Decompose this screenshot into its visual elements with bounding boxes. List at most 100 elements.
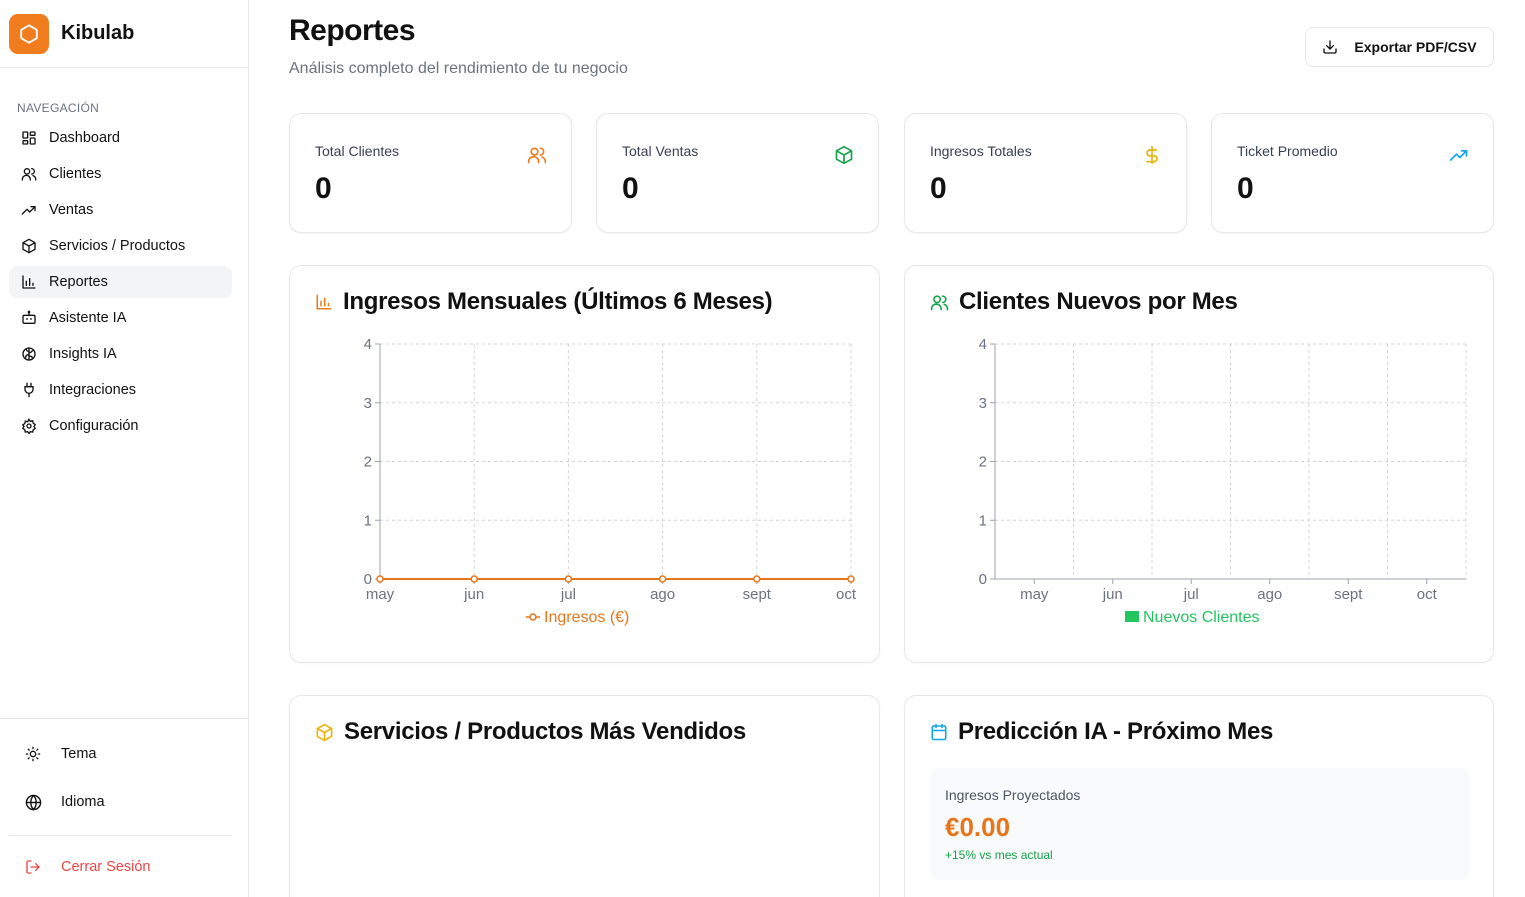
projected-revenue-value: €0.00 (945, 812, 1011, 842)
projected-revenue-note: +15% vs mes actual (945, 848, 1053, 862)
sun-icon (24, 745, 42, 763)
sidebar-item-configuracion[interactable]: Configuración (9, 410, 232, 442)
data-point (564, 575, 573, 583)
card-title: Servicios / Productos Más Vendidos (315, 718, 746, 746)
x-tick-label: ago (650, 586, 675, 603)
stat-value: 0 (622, 172, 639, 205)
users-icon (21, 166, 37, 182)
card-title: Clientes Nuevos por Mes (930, 288, 1238, 316)
trending-up-icon (21, 202, 37, 218)
x-tick-label: oct (1417, 586, 1438, 603)
export-label: Exportar PDF/CSV (1354, 39, 1477, 55)
y-tick-label: 1 (364, 512, 372, 529)
y-tick-label: 3 (364, 395, 372, 412)
calendar-icon (930, 723, 948, 741)
card-title: Ingresos Mensuales (Últimos 6 Meses) (315, 288, 773, 316)
stat-value: 0 (1237, 172, 1254, 205)
x-tick-label: ago (1257, 586, 1282, 603)
bot-icon (21, 310, 37, 326)
top-products-card: Servicios / Productos Más Vendidos (289, 695, 880, 897)
stat-card-total-ventas: Total Ventas 0 (596, 113, 879, 233)
x-tick-label: sept (1334, 586, 1363, 603)
data-point (658, 575, 667, 583)
data-point (753, 575, 761, 583)
brand[interactable]: Kibulab (0, 0, 248, 68)
x-tick-label: sept (743, 586, 772, 603)
legend-label: Ingresos (€) (544, 609, 629, 626)
download-icon (1322, 39, 1338, 55)
dollar-icon (1142, 145, 1162, 165)
stat-label: Ticket Promedio (1237, 143, 1338, 159)
x-tick-label: jul (1183, 586, 1199, 603)
projected-revenue-box: Ingresos Proyectados €0.00 +15% vs mes a… (930, 768, 1470, 880)
export-button[interactable]: Exportar PDF/CSV (1305, 27, 1494, 67)
prediction-card: Predicción IA - Próximo Mes Ingresos Pro… (904, 695, 1494, 897)
sidebar-item-label: Configuración (49, 418, 139, 434)
clients-chart-card: Clientes Nuevos por Mes 0 1 2 3 4 may jun jul ag… (904, 265, 1494, 663)
sidebar-item-asistente-ia[interactable]: Asistente IA (9, 302, 232, 334)
x-tick-label: oct (836, 586, 857, 603)
gear-icon (21, 418, 37, 434)
data-point (470, 575, 478, 583)
package-icon (315, 723, 334, 742)
x-tick-label: may (1020, 586, 1049, 603)
logout-button[interactable]: Cerrar Sesión (24, 858, 150, 876)
legend-label: Nuevos Clientes (1143, 609, 1260, 626)
data-point (847, 575, 855, 583)
language-selector[interactable]: Idioma (24, 793, 105, 811)
y-tick-label: 4 (979, 336, 987, 353)
y-tick-label: 2 (364, 454, 372, 471)
logout-label: Cerrar Sesión (61, 859, 151, 875)
brand-name: Kibulab (61, 22, 135, 44)
sidebar: Kibulab NAVEGACIÓN Dashboard Clientes Ve… (0, 0, 249, 897)
sidebar-footer (0, 718, 248, 719)
theme-label: Tema (61, 746, 97, 762)
sidebar-item-integraciones[interactable]: Integraciones (9, 374, 232, 406)
revenue-chart-card: Ingresos Mensuales (Últimos 6 Meses) 0 1 2… (289, 265, 880, 663)
stat-label: Ingresos Totales (930, 143, 1032, 159)
stat-card-total-clientes: Total Clientes 0 (289, 113, 572, 233)
page-title: Reportes (289, 14, 416, 47)
users-icon (930, 293, 949, 312)
projected-revenue-label: Ingresos Proyectados (945, 787, 1081, 803)
revenue-chart-title: Ingresos Mensuales (Últimos 6 Meses) (343, 288, 773, 315)
y-tick-label: 1 (979, 512, 987, 529)
revenue-line-chart: 0 1 2 3 4 may jun jul ago sept oct Ingresos (€) (364, 336, 857, 626)
package-icon (21, 238, 37, 254)
sidebar-item-dashboard[interactable]: Dashboard (9, 122, 232, 154)
card-title: Predicción IA - Próximo Mes (930, 718, 1273, 746)
sidebar-item-clientes[interactable]: Clientes (9, 158, 232, 190)
x-tick-label: jul (560, 586, 576, 603)
sidebar-item-servicios-productos[interactable]: Servicios / Productos (9, 230, 232, 262)
users-icon (527, 145, 547, 165)
y-tick-label: 0 (979, 571, 987, 588)
sidebar-item-label: Dashboard (49, 130, 120, 146)
sidebar-nav: Dashboard Clientes Ventas Servicios / Pr… (9, 122, 232, 446)
sidebar-item-insights-ia[interactable]: Insights IA (9, 338, 232, 370)
sidebar-item-label: Insights IA (49, 346, 117, 362)
sidebar-item-label: Asistente IA (49, 310, 127, 326)
sidebar-item-reportes[interactable]: Reportes (9, 266, 232, 298)
x-tick-label: may (366, 586, 395, 603)
page-subtitle: Análisis completo del rendimiento de tu … (289, 60, 628, 77)
bar-chart-icon (21, 274, 37, 290)
nav-heading: NAVEGACIÓN (17, 101, 100, 115)
prediction-title: Predicción IA - Próximo Mes (958, 718, 1274, 745)
x-tick-label: jun (1102, 586, 1123, 603)
y-tick-label: 3 (979, 395, 987, 412)
hexagon-logo-icon (9, 13, 49, 54)
sidebar-item-ventas[interactable]: Ventas (9, 194, 232, 226)
y-tick-label: 4 (364, 336, 372, 353)
stat-card-ticket-promedio: Ticket Promedio 0 (1211, 113, 1494, 233)
stat-value: 0 (930, 172, 947, 205)
bar-chart-icon (315, 293, 333, 311)
stat-value: 0 (315, 172, 332, 205)
top-products-title: Servicios / Productos Más Vendidos (344, 718, 746, 745)
sidebar-item-label: Integraciones (49, 382, 137, 398)
sidebar-item-label: Ventas (49, 202, 94, 218)
sidebar-item-label: Servicios / Productos (49, 238, 186, 254)
legend-point-marker (529, 613, 537, 621)
clients-bar-chart: 0 1 2 3 4 may jun jul ago sept oct Nuevos Clientes (979, 336, 1467, 626)
theme-toggle[interactable]: Tema (24, 745, 96, 763)
divider (9, 835, 232, 836)
